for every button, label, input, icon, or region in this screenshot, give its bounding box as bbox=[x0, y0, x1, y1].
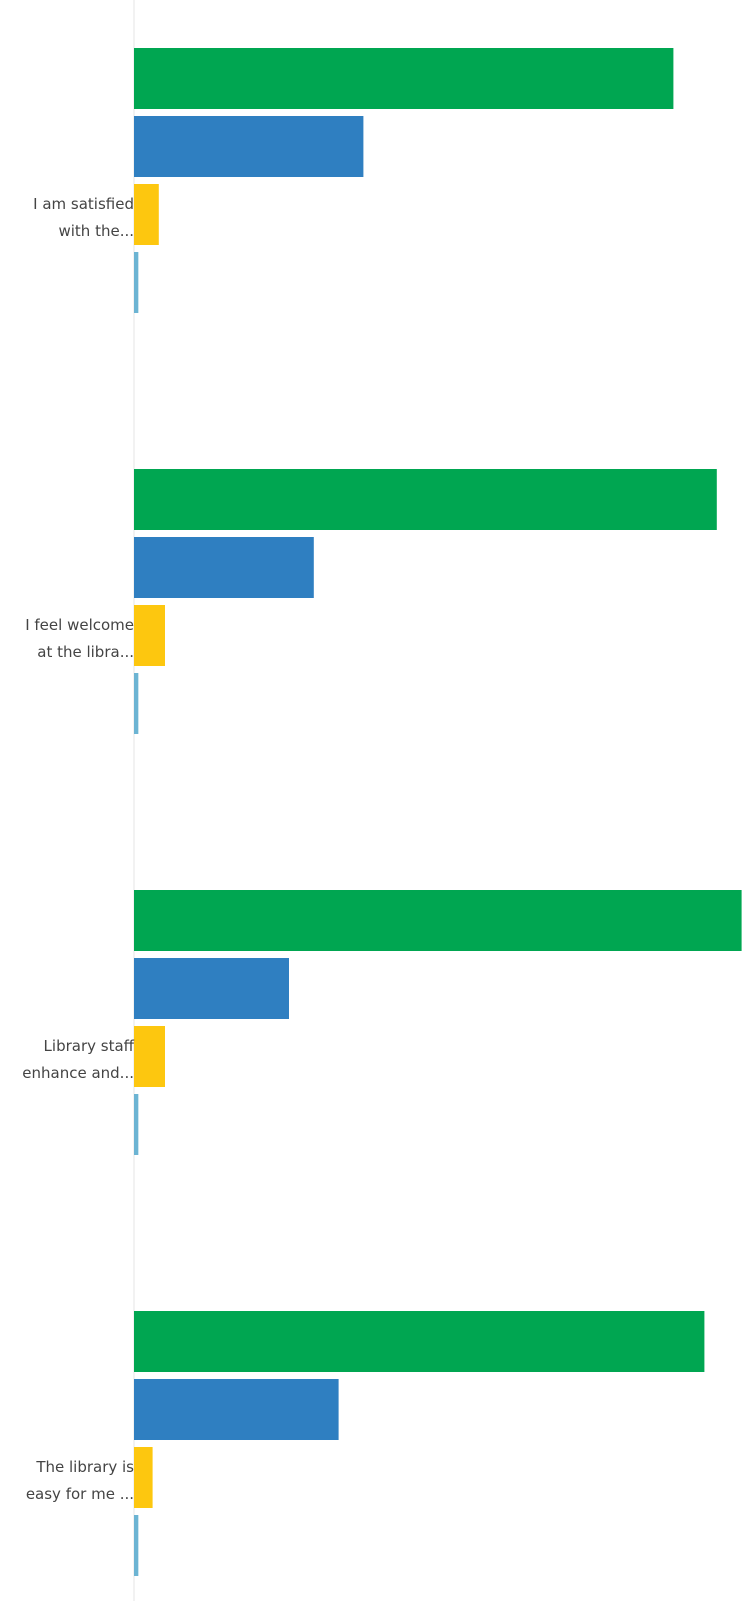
bar bbox=[134, 958, 289, 1019]
bar bbox=[134, 1515, 139, 1576]
bar bbox=[134, 890, 742, 951]
bar bbox=[134, 673, 139, 734]
bar bbox=[134, 1026, 165, 1087]
bar bbox=[134, 469, 717, 530]
bar bbox=[134, 184, 159, 245]
bar bbox=[134, 1447, 153, 1508]
bar bbox=[134, 537, 314, 598]
bar bbox=[134, 1379, 339, 1440]
bar bbox=[134, 1311, 705, 1372]
bar bbox=[134, 1094, 139, 1155]
category-label: The library is easy for me ... bbox=[25, 1458, 134, 1503]
bar bbox=[134, 48, 674, 109]
category-label: I feel welcome at the libra... bbox=[25, 616, 134, 661]
category-label: I am satisfied with the... bbox=[33, 195, 134, 240]
bar bbox=[134, 605, 165, 666]
bar bbox=[134, 116, 364, 177]
category-label: Library staff enhance and... bbox=[22, 1037, 134, 1082]
bar bbox=[134, 252, 139, 313]
